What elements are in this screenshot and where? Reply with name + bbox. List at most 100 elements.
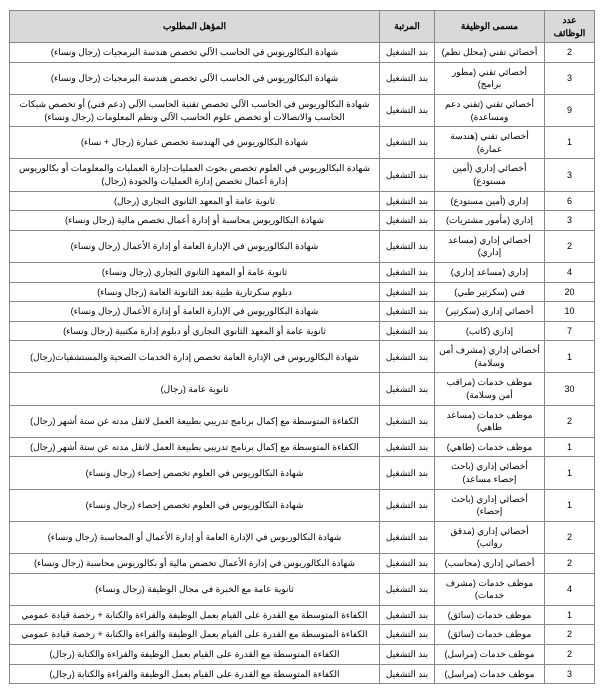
table-cell: ثانوية عامة أو المعهد الثانوي التجاري أو…	[10, 321, 380, 341]
table-row: 1موظف خدمات (سائق)بند التشغيلالكفاءة الم…	[10, 605, 595, 625]
table-cell: بند التشغيل	[380, 373, 435, 405]
table-cell: بند التشغيل	[380, 211, 435, 231]
table-cell: أخصائي تقني (هندسة عمارة)	[435, 127, 545, 159]
table-cell: 1	[545, 457, 595, 489]
table-cell: بند التشغيل	[380, 573, 435, 605]
table-cell: بند التشغيل	[380, 159, 435, 191]
table-cell: الكفاءة المتوسطة مع القدرة على القيام بع…	[10, 625, 380, 645]
table-cell: بند التشغيل	[380, 341, 435, 373]
col-count: عدد الوظائف	[545, 11, 595, 43]
table-cell: 2	[545, 554, 595, 574]
table-cell: بند التشغيل	[380, 521, 435, 553]
table-cell: موظف خدمات (طاهي)	[435, 437, 545, 457]
table-cell: ثانوية عامة أو المعهد الثانوي التجاري (ر…	[10, 191, 380, 211]
table-cell: موظف خدمات (مراسل)	[435, 644, 545, 664]
table-row: 2موظف خدمات (سائق)بند التشغيلالكفاءة الم…	[10, 625, 595, 645]
table-cell: أخصائي إداري (سكرتير)	[435, 302, 545, 322]
table-cell: شهادة البكالوريوس في العلوم تخصص إحصاء (…	[10, 489, 380, 521]
table-cell: 1	[545, 341, 595, 373]
table-row: 3موظف خدمات (مراسل)بند التشغيلالكفاءة ال…	[10, 664, 595, 684]
table-cell: موظف خدمات (مراسل)	[435, 664, 545, 684]
table-cell: ثانوية عامة (رجال)	[10, 373, 380, 405]
table-cell: 3	[545, 664, 595, 684]
table-cell: إداري (مأمور مشتريات)	[435, 211, 545, 231]
table-row: 1موظف خدمات (طاهي)بند التشغيلالكفاءة الم…	[10, 437, 595, 457]
table-row: 2أخصائي إداري (مدقق رواتب)بند التشغيلشها…	[10, 521, 595, 553]
col-title: مسمى الوظيفة	[435, 11, 545, 43]
table-cell: شهادة البكالوريوس في الإدارة العامة أو إ…	[10, 521, 380, 553]
table-cell: أخصائي إداري (محاسب)	[435, 554, 545, 574]
table-cell: الكفاءة المتوسطة مع إكمال برنامج تدريبي …	[10, 405, 380, 437]
table-cell: 2	[545, 521, 595, 553]
table-cell: بند التشغيل	[380, 94, 435, 126]
table-cell: الكفاءة المتوسطة مع القدرة على القيام بع…	[10, 605, 380, 625]
table-cell: موظف خدمات (مراقب أمن وسلامة)	[435, 373, 545, 405]
table-cell: ثانوية عامة مع الخبرة في مجال الوظيفة (ر…	[10, 573, 380, 605]
table-cell: شهادة البكالوريوس في الحاسب الآلي تخصص ه…	[10, 62, 380, 94]
table-cell: شهادة البكالوريوس محاسبة أو إدارة أعمال …	[10, 211, 380, 231]
table-cell: إداري (أمين مستودع)	[435, 191, 545, 211]
table-cell: 7	[545, 321, 595, 341]
table-cell: بند التشغيل	[380, 625, 435, 645]
table-cell: شهادة البكالوريوس في الإدارة العامة أو إ…	[10, 302, 380, 322]
table-cell: أخصائي إداري (أمين مستودع)	[435, 159, 545, 191]
table-row: 2موظف خدمات (مراسل)بند التشغيلالكفاءة ال…	[10, 644, 595, 664]
table-cell: شهادة البكالوريوس في إدارة الأعمال تخصص …	[10, 554, 380, 574]
table-cell: 20	[545, 282, 595, 302]
table-header-row: عدد الوظائف مسمى الوظيفة المرتبة المؤهل …	[10, 11, 595, 43]
table-cell: أخصائي إداري (باحث إحصاء)	[435, 489, 545, 521]
table-cell: أخصائي تقني (تقني دعم ومساعدة)	[435, 94, 545, 126]
table-cell: 1	[545, 605, 595, 625]
table-cell: أخصائي إداري (مدقق رواتب)	[435, 521, 545, 553]
col-qualif: المؤهل المطلوب	[10, 11, 380, 43]
table-cell: 3	[545, 62, 595, 94]
table-row: 3أخصائي إداري (أمين مستودع)بند التشغيلشه…	[10, 159, 595, 191]
table-row: 20فني (سكرتير طبي)بند التشغيلدبلوم سكرتا…	[10, 282, 595, 302]
table-row: 3أخصائي تقني (مطور برامج)بند التشغيلشهاد…	[10, 62, 595, 94]
table-row: 3إداري (مأمور مشتريات)بند التشغيلشهادة ا…	[10, 211, 595, 231]
table-cell: بند التشغيل	[380, 282, 435, 302]
table-cell: فني (سكرتير طبي)	[435, 282, 545, 302]
table-cell: بند التشغيل	[380, 321, 435, 341]
table-cell: بند التشغيل	[380, 457, 435, 489]
table-cell: موظف خدمات (سائق)	[435, 605, 545, 625]
table-cell: 2	[545, 230, 595, 262]
table-cell: 1	[545, 489, 595, 521]
jobs-table: عدد الوظائف مسمى الوظيفة المرتبة المؤهل …	[9, 10, 595, 684]
table-cell: بند التشغيل	[380, 554, 435, 574]
table-cell: بند التشغيل	[380, 644, 435, 664]
table-cell: إداري (كاتب)	[435, 321, 545, 341]
table-cell: 2	[545, 644, 595, 664]
table-row: 1أخصائي إداري (مشرف أمن وسلامة)بند التشغ…	[10, 341, 595, 373]
table-cell: 9	[545, 94, 595, 126]
table-cell: 4	[545, 573, 595, 605]
table-row: 1أخصائي تقني (هندسة عمارة)بند التشغيلشها…	[10, 127, 595, 159]
table-cell: شهادة البكالوريوس في الحاسب الآلي تخصص ت…	[10, 94, 380, 126]
table-cell: 2	[545, 625, 595, 645]
table-cell: إداري (مساعد إداري)	[435, 262, 545, 282]
table-cell: أخصائي إداري (مشرف أمن وسلامة)	[435, 341, 545, 373]
table-row: 9أخصائي تقني (تقني دعم ومساعدة)بند التشغ…	[10, 94, 595, 126]
table-cell: أخصائي إداري (مساعد إداري)	[435, 230, 545, 262]
table-cell: بند التشغيل	[380, 489, 435, 521]
table-row: 2أخصائي إداري (محاسب)بند التشغيلشهادة ال…	[10, 554, 595, 574]
table-row: 2أخصائي تقني (محلل نظم)بند التشغيلشهادة …	[10, 43, 595, 63]
table-cell: موظف خدمات (سائق)	[435, 625, 545, 645]
table-cell: بند التشغيل	[380, 605, 435, 625]
table-cell: موظف خدمات (مشرف خدمات)	[435, 573, 545, 605]
table-row: 2موظف خدمات (مساعد طاهي)بند التشغيلالكفا…	[10, 405, 595, 437]
table-cell: أخصائي تقني (مطور برامج)	[435, 62, 545, 94]
table-cell: بند التشغيل	[380, 664, 435, 684]
table-row: 4موظف خدمات (مشرف خدمات)بند التشغيلثانوي…	[10, 573, 595, 605]
table-cell: دبلوم سكرتارية طبية بعد الثانوية العامة …	[10, 282, 380, 302]
table-cell: 1	[545, 437, 595, 457]
table-cell: الكفاءة المتوسطة مع إكمال برنامج تدريبي …	[10, 437, 380, 457]
table-cell: بند التشغيل	[380, 230, 435, 262]
table-row: 4إداري (مساعد إداري)بند التشغيلثانوية عا…	[10, 262, 595, 282]
table-row: 1أخصائي إداري (باحث إحصاء مساعد)بند التش…	[10, 457, 595, 489]
table-cell: الكفاءة المتوسطة مع القدرة على القيام بع…	[10, 664, 380, 684]
table-cell: الكفاءة المتوسطة مع القدرة على القيام بع…	[10, 644, 380, 664]
table-cell: ثانوية عامة أو المعهد الثانوي التجاري (ر…	[10, 262, 380, 282]
table-cell: بند التشغيل	[380, 302, 435, 322]
col-grade: المرتبة	[380, 11, 435, 43]
